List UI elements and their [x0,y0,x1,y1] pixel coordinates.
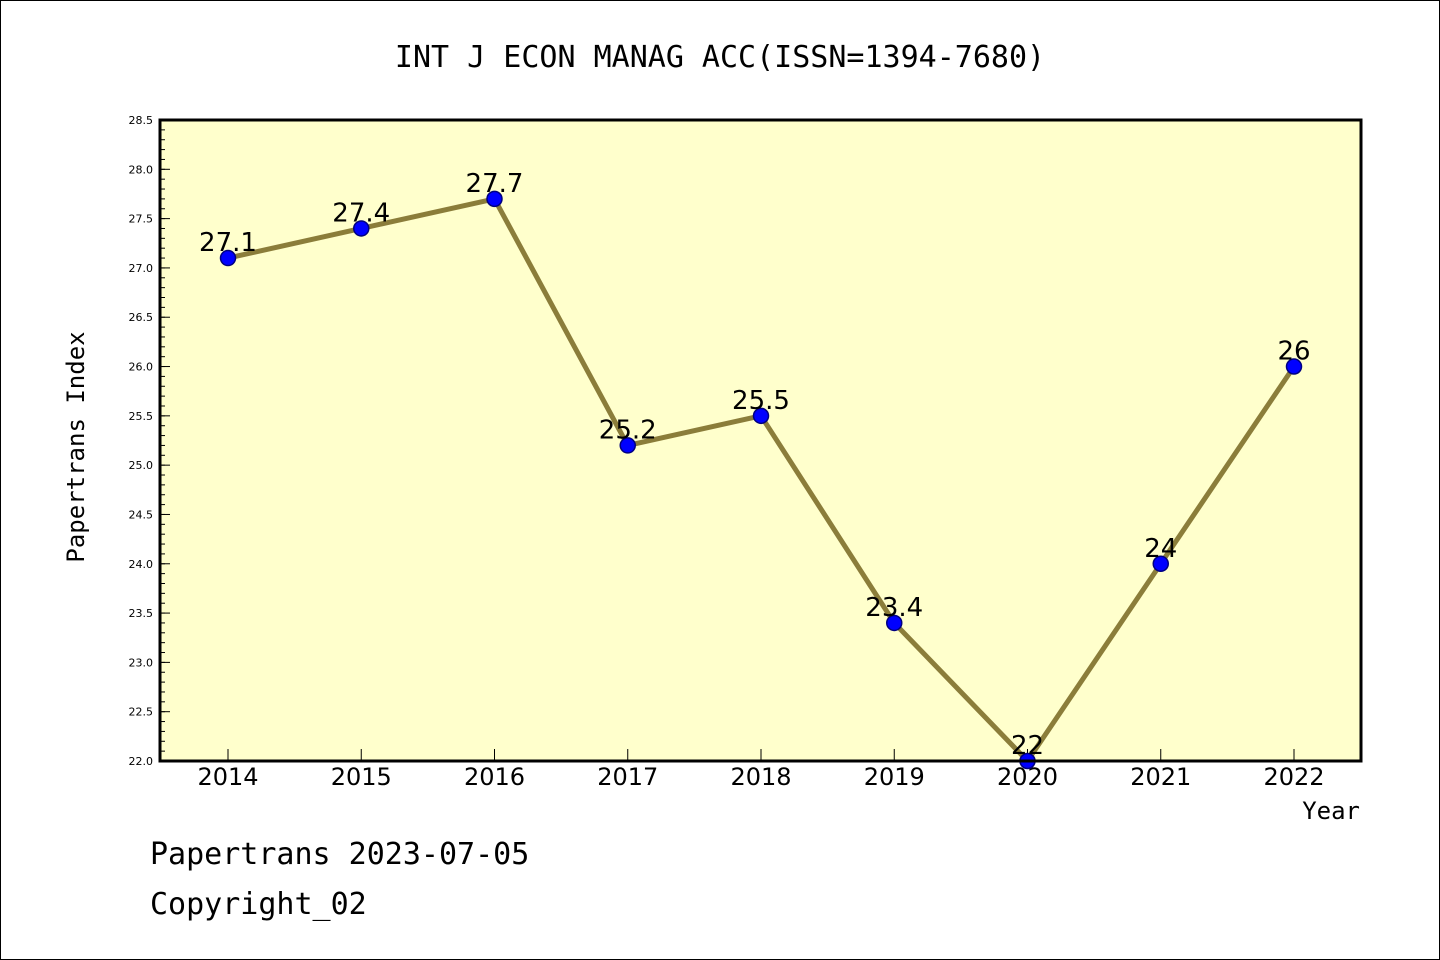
x-axis-title: Year [1302,797,1360,825]
x-tick-label: 2022 [1263,763,1324,791]
x-tick-label: 2017 [597,763,658,791]
data-label: 27.1 [199,228,257,258]
y-tick-label: 24.5 [129,508,154,521]
data-labels: 27.1 27.4 27.7 25.2 25.5 23.4 22 24 26 [199,169,1310,761]
data-label: 22 [1011,731,1044,761]
data-point [619,437,636,454]
y-tick-label: 22.0 [129,755,154,768]
y-tick-label: 25.5 [129,410,154,423]
data-point [886,614,903,632]
footer-copyright: Copyright_02 [150,887,367,922]
data-label: 26 [1277,337,1310,367]
y-axis-ticks: 22.0 22.5 23.0 23.5 24.0 24.5 25.0 25.5 26.0 26.5… [129,114,170,768]
data-point [486,190,503,208]
data-label: 25.2 [599,415,657,445]
x-tick-label: 2014 [197,763,258,791]
y-tick-label: 28.0 [129,163,154,176]
data-point [353,220,370,237]
y-tick-label: 23.0 [129,656,154,669]
data-label: 27.4 [332,198,390,228]
x-axis-ticks: 2014 2015 2016 2017 2018 2019 2020 2021 2022 [197,749,1325,791]
chart-title: INT J ECON MANAG ACC(ISSN=1394-7680) [395,40,1045,75]
data-markers [219,190,1303,770]
y-tick-label: 26.0 [129,361,154,374]
y-tick-label: 24.0 [129,558,154,571]
y-tick-label: 27.0 [129,262,154,275]
data-point [1152,555,1169,573]
y-tick-label: 23.5 [129,607,154,620]
y-tick-label: 26.5 [129,311,154,324]
y-tick-label: 28.5 [129,114,154,127]
x-tick-label: 2019 [864,763,925,791]
x-tick-label: 2016 [464,763,525,791]
x-tick-label: 2018 [730,763,791,791]
data-point [752,407,770,425]
y-tick-label: 27.5 [129,213,154,226]
y-tick-label: 22.5 [129,706,154,719]
data-label: 24 [1144,534,1177,564]
y-axis-title: Papertrans Index [62,331,90,562]
data-label: 25.5 [732,386,790,416]
data-point [219,249,237,267]
x-tick-label: 2015 [331,763,392,791]
data-label: 23.4 [865,593,923,623]
data-point [1285,358,1303,375]
data-label: 27.7 [466,169,524,199]
x-tick-label: 2021 [1130,763,1191,791]
y-tick-label: 25.0 [129,459,154,472]
plot-border [158,118,1363,763]
footer-date: Papertrans 2023-07-05 [150,837,529,872]
